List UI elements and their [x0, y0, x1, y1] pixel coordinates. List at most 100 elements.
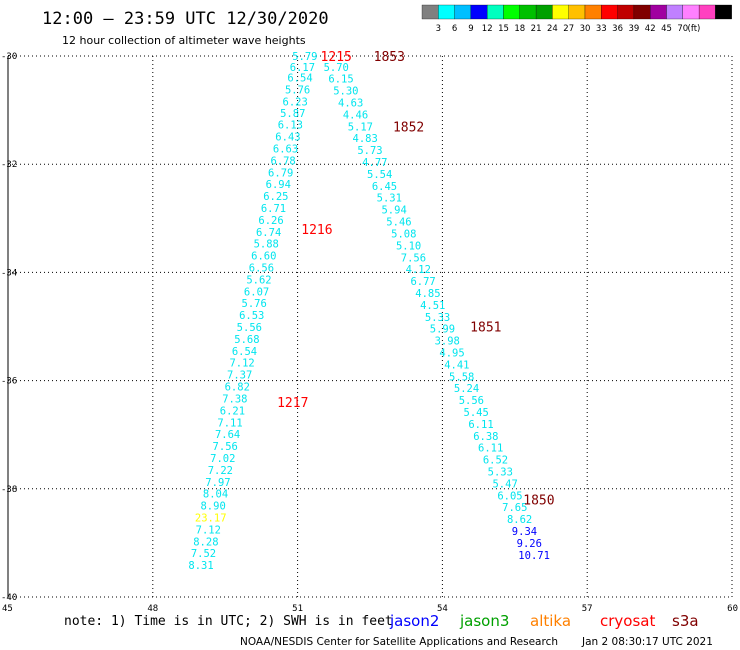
swh-value: 8.31: [188, 560, 213, 572]
legend-swatch: [454, 4, 472, 20]
swh-value: 4.77: [362, 157, 387, 169]
swh-value: 5.33: [425, 312, 450, 324]
x-tick-label: 54: [437, 604, 448, 614]
swh-value: 5.10: [396, 240, 421, 252]
swh-value: 6.25: [263, 191, 288, 203]
legend-swatch: [535, 4, 553, 20]
swh-value: 6.71: [261, 203, 286, 215]
swh-value: 6.17: [290, 62, 315, 74]
swh-value: 4.12: [406, 264, 431, 276]
swh-value: 6.60: [251, 251, 276, 263]
swh-value: 8.04: [203, 489, 228, 501]
swh-value: 6.26: [258, 215, 283, 227]
swh-value: 5.56: [237, 322, 262, 334]
swh-value: 10.71: [518, 550, 550, 562]
x-tick-label: 51: [292, 604, 303, 614]
legend-swatch: [421, 4, 439, 20]
swh-value: 5.68: [234, 334, 259, 346]
legend-label: 18: [514, 24, 525, 34]
swh-value: 6.53: [239, 310, 264, 322]
satellite-altika: altika: [530, 612, 571, 630]
credit-text: NOAA/NESDIS Center for Satellite Applica…: [240, 636, 558, 648]
y-tick-label: -40: [1, 593, 17, 603]
swh-value: 5.46: [386, 217, 411, 229]
swh-value: 8.28: [193, 536, 218, 548]
legend-swatch: [617, 4, 635, 20]
legend-swatch: [584, 4, 602, 20]
y-tick-label: -32: [1, 160, 17, 170]
note-text: note: 1) Time is in UTC; 2) SWH is in fe…: [64, 614, 393, 629]
pass-time-label: 1852: [393, 120, 424, 135]
swh-value: 5.79: [292, 51, 317, 63]
swh-value: 7.12: [196, 524, 221, 536]
legend-label: 3: [436, 24, 441, 34]
pass-time-label: 1851: [470, 321, 501, 336]
pass-time-label: 1216: [301, 223, 332, 238]
pass-time-label: 1853: [374, 50, 405, 65]
swh-value: 7.64: [215, 429, 240, 441]
legend-swatch: [666, 4, 683, 20]
swh-value: 6.11: [478, 443, 503, 455]
swh-value: 5.30: [333, 86, 358, 98]
legend-label: 12: [482, 24, 493, 34]
x-tick-label: 57: [582, 604, 593, 614]
swh-value: 5.24: [454, 383, 479, 395]
swh-value: 8.90: [200, 501, 225, 513]
swh-value: 6.43: [275, 132, 300, 144]
legend-swatch: [601, 4, 618, 20]
swh-value: 5.94: [381, 205, 406, 217]
swh-value: 5.08: [391, 228, 416, 240]
swh-value: 4.41: [444, 359, 469, 371]
swh-value: 6.07: [244, 286, 269, 298]
timestamp-text: Jan 2 08:30:17 UTC 2021: [581, 636, 713, 648]
swh-color-legend: 3 6 9 12 15 18 21 24 27 30 33 36 39 42 45 70 (ft): [421, 4, 732, 34]
swh-value: 7.97: [205, 477, 230, 489]
swh-value: 6.56: [249, 263, 274, 275]
x-tick-label: 60: [727, 604, 738, 614]
legend-swatch: [698, 4, 716, 20]
swh-value: 7.56: [213, 441, 238, 453]
swh-value: 6.74: [256, 227, 281, 239]
swh-value: 5.62: [246, 274, 271, 286]
legend-swatch: [715, 4, 732, 20]
swh-value: 5.47: [492, 478, 517, 490]
legend-label: 6: [452, 24, 457, 34]
y-tick-label: -36: [1, 377, 17, 387]
plot-grid: [7, 55, 733, 598]
pass-time-label: 1217: [277, 396, 308, 411]
s3a-track: 5.706.155.304.634.465.174.835.734.775.54…: [324, 50, 555, 562]
x-tick-label: 45: [2, 604, 13, 614]
swh-value: 6.79: [268, 167, 293, 179]
swh-value: 7.38: [222, 393, 247, 405]
swh-value: 6.21: [220, 405, 245, 417]
legend-label: 27: [563, 24, 574, 34]
legend-label: 42: [645, 24, 656, 34]
swh-value: 5.17: [348, 121, 373, 133]
swh-value: 4.63: [338, 98, 363, 110]
legend-label: (ft): [688, 24, 701, 34]
swh-value: 6.54: [287, 73, 312, 85]
legend-label: 15: [498, 24, 509, 34]
legend-label: 39: [628, 24, 639, 34]
legend-label: 9: [468, 24, 473, 34]
legend-swatch: [682, 4, 700, 20]
swh-value: 9.34: [512, 526, 537, 538]
swh-value: 7.22: [208, 465, 233, 477]
swh-value: 6.23: [283, 96, 308, 108]
swh-value: 5.58: [449, 371, 474, 383]
swh-value: 9.26: [517, 538, 542, 550]
satellite-s3a: s3a: [672, 612, 699, 630]
swh-value: 7.52: [191, 548, 216, 560]
swh-value: 4.51: [420, 300, 445, 312]
legend-label: 30: [580, 24, 591, 34]
swh-value: 7.11: [217, 417, 242, 429]
swh-value: 6.52: [483, 455, 508, 467]
legend-swatch: [519, 4, 537, 20]
swh-value: 7.65: [502, 502, 527, 514]
swh-value: 8.62: [507, 514, 532, 526]
swh-value: 6.78: [270, 155, 295, 167]
swh-value: 5.31: [377, 193, 402, 205]
swh-value: 6.45: [372, 181, 397, 193]
swh-value: 6.77: [410, 276, 435, 288]
swh-value: 4.46: [343, 109, 368, 121]
